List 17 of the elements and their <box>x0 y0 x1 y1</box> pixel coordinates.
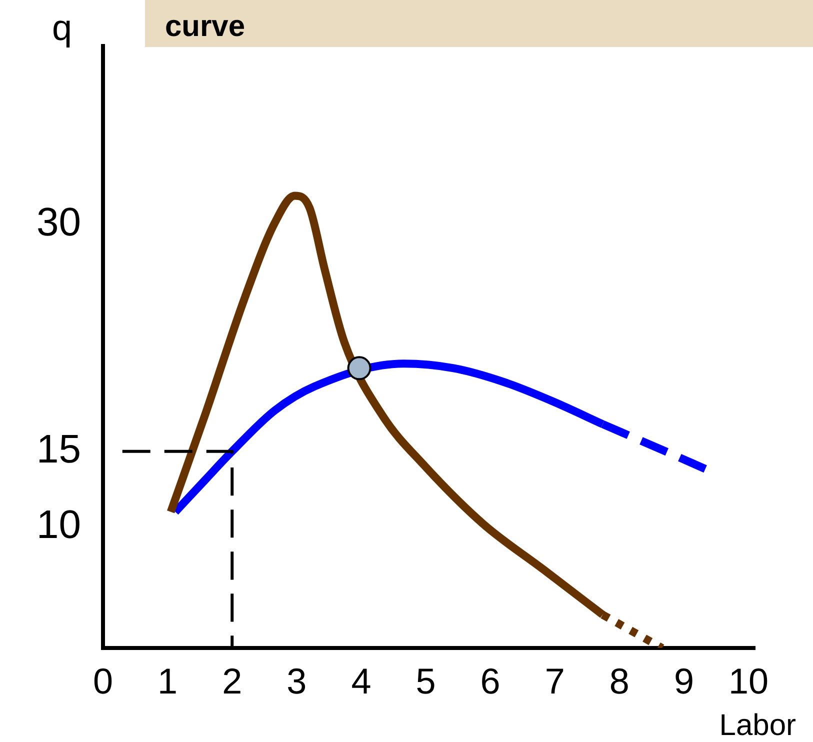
y-tick-label: 15 <box>36 427 81 472</box>
title-banner: curve <box>145 0 813 47</box>
x-tick-label: 10 <box>728 660 769 702</box>
x-axis-title: Labor <box>719 709 796 742</box>
x-tick-label: 5 <box>416 660 436 702</box>
x-tick-label: 7 <box>544 660 565 702</box>
y-tick-label: 10 <box>36 503 81 548</box>
y-axis-title: q <box>52 7 72 48</box>
x-tick-label: 4 <box>351 660 372 702</box>
x-tick-label: 0 <box>92 660 114 702</box>
x-tick-label: 2 <box>222 660 242 702</box>
x-tick-label: 9 <box>674 660 694 702</box>
x-tick-label: 1 <box>158 660 178 702</box>
x-tick-label: 8 <box>609 660 630 702</box>
x-tick-label: 6 <box>480 660 500 702</box>
x-tick-label: 3 <box>286 660 307 702</box>
y-tick-label: 30 <box>36 200 81 245</box>
